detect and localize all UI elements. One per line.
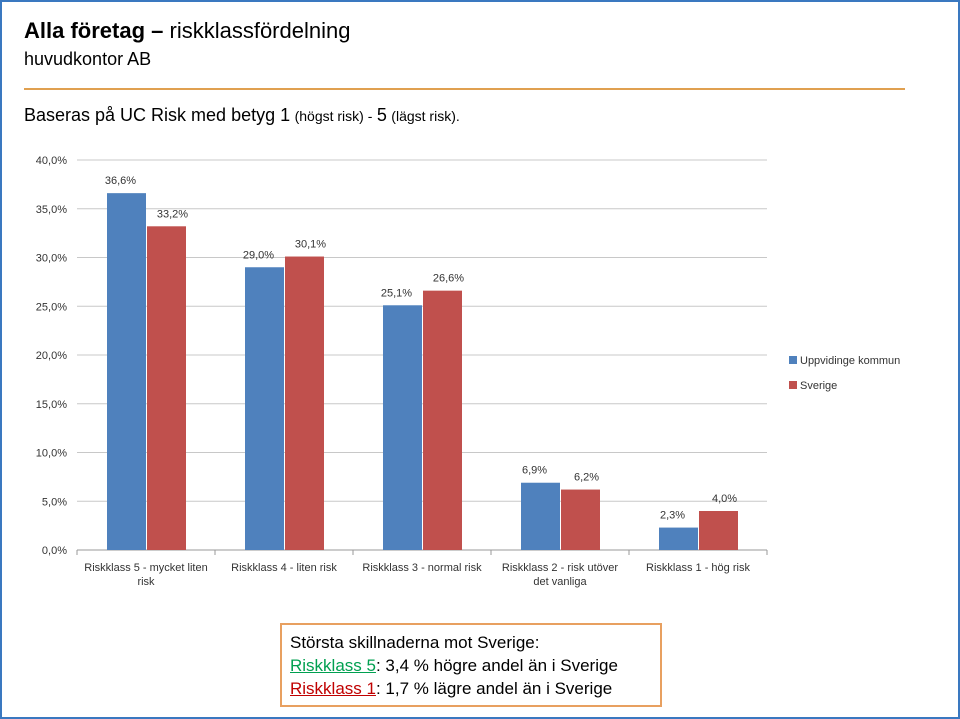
desc-small: (högst risk) - [294,108,373,124]
value-label: 33,2% [157,208,188,220]
x-tick-label: Riskklass 1 - hög risk [646,562,750,574]
subtitle: huvudkontor AB [24,49,152,69]
x-tick-label: Riskklass 2 - risk utöver det vanliga [501,562,619,588]
note-text: : 3,4 % högre andel än i Sverige [375,656,618,675]
bar [245,267,284,550]
note-link[interactable]: Riskklass 5 [290,656,376,675]
note-line: Riskklass 5: 3,4 % högre andel än i Sver… [290,654,660,677]
bar [561,489,600,550]
note-box: Största skillnaderna mot Sverige: Riskkl… [280,623,662,707]
value-label: 26,6% [433,273,464,285]
x-tick-label: Riskklass 3 - normal risk [362,562,482,574]
bar [699,511,738,550]
divider [24,88,905,90]
note-lines: Riskklass 5: 3,4 % högre andel än i Sver… [290,654,660,700]
x-tick-label: Riskklass 5 - mycket liten risk [84,562,208,588]
legend-label: Sverige [800,380,837,392]
title: Alla företag – riskklassfördelning [24,18,350,44]
bar [521,482,560,550]
note-link[interactable]: Riskklass 1 [290,679,376,698]
bar [147,226,186,551]
value-label: 25,1% [381,287,412,299]
value-label: 36,6% [105,175,136,187]
y-tick-label: 5,0% [42,496,67,508]
legend-label: Uppvidinge kommun [800,355,900,367]
y-tick-label: 30,0% [36,253,67,265]
value-label: 30,1% [295,239,326,251]
y-tick-label: 20,0% [36,350,67,362]
note-title: Största skillnaderna mot Sverige: [290,633,540,652]
y-tick-label: 0,0% [42,545,67,557]
value-label: 29,0% [243,249,274,261]
value-label: 2,3% [660,510,685,522]
title-bold: Alla företag – [24,18,164,43]
y-tick-label: 25,0% [36,301,67,313]
desc-large: 5 [376,105,387,125]
title-rest: riskklassfördelning [169,18,351,43]
bar [107,193,146,550]
bar [423,290,462,550]
bar [659,527,698,550]
bar [383,305,422,550]
y-tick-label: 10,0% [36,448,67,460]
y-tick-label: 35,0% [36,204,67,216]
y-tick-label: 40,0% [36,155,67,167]
y-tick-label: 15,0% [36,399,67,411]
value-label: 6,2% [574,472,599,484]
description: Baseras på UC Risk med betyg 1 (högst ri… [24,105,460,126]
legend-swatch [789,381,797,389]
desc-small: (lägst risk). [391,108,460,124]
desc-large: Baseras på UC Risk med betyg 1 [24,105,291,125]
value-label: 4,0% [712,493,737,505]
note-line: Riskklass 1: 1,7 % lägre andel än i Sver… [290,677,660,700]
note-text: : 1,7 % lägre andel än i Sverige [375,679,613,698]
legend-swatch [789,356,797,364]
bar [285,256,324,550]
value-label: 6,9% [522,465,547,477]
x-tick-label: Riskklass 4 - liten risk [231,562,337,574]
